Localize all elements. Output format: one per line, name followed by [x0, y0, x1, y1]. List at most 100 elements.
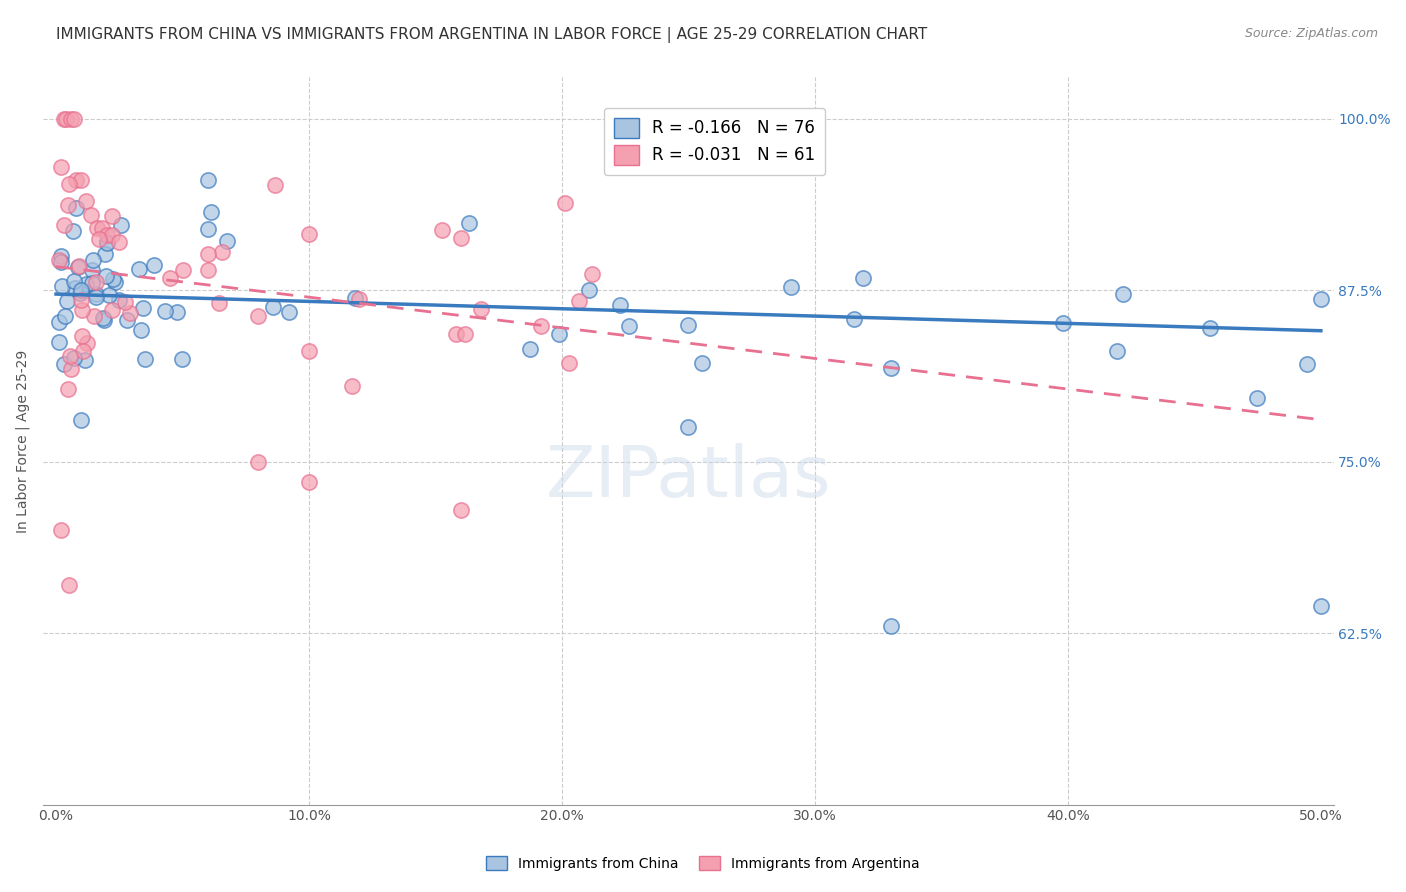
Point [65, 202, 87, 216]
Point [93, 312, 115, 326]
Point [70, 173, 93, 187]
Point [58, 578, 80, 592]
Point [69, 285, 91, 300]
Point [49, 255, 72, 269]
Point [519, 343, 541, 357]
Point [131, 301, 153, 315]
Point [153, 304, 176, 318]
Point [70, 283, 93, 297]
Point [56, 197, 79, 211]
Point [430, 223, 453, 237]
Point [84, 290, 107, 304]
Point [143, 258, 166, 272]
Point [82, 263, 104, 277]
Point [62, 224, 84, 238]
Point [49, 523, 72, 537]
Point [83, 309, 105, 323]
Point [277, 305, 299, 319]
Y-axis label: In Labor Force | Age 25-29: In Labor Force | Age 25-29 [15, 350, 30, 533]
Point [1246, 391, 1268, 405]
Point [200, 205, 222, 219]
Point [548, 326, 571, 341]
Point [1199, 321, 1222, 335]
Point [1309, 292, 1331, 306]
Point [49, 249, 72, 263]
Point [65, 281, 87, 295]
Point [48, 334, 70, 349]
Point [343, 291, 366, 305]
Point [298, 475, 321, 490]
Point [457, 217, 479, 231]
Point [52, 218, 75, 232]
Point [93, 247, 115, 261]
Point [82, 253, 104, 268]
Point [349, 293, 371, 307]
Point [48, 315, 70, 329]
Point [103, 275, 125, 289]
Point [529, 318, 551, 333]
Legend: R = -0.166   N = 76, R = -0.031   N = 61: R = -0.166 N = 76, R = -0.031 N = 61 [603, 108, 825, 175]
Point [91, 310, 114, 325]
Point [208, 295, 231, 310]
Point [70, 329, 93, 343]
Point [197, 173, 219, 187]
Point [53, 309, 76, 323]
Point [60, 362, 83, 376]
Point [844, 312, 866, 326]
Point [96, 228, 118, 243]
Point [51, 279, 73, 293]
Point [73, 352, 96, 367]
Point [554, 196, 576, 211]
Point [59, 349, 82, 363]
Point [211, 244, 233, 259]
Point [172, 352, 194, 367]
Point [86, 221, 108, 235]
Point [72, 344, 94, 359]
Point [76, 336, 98, 351]
Point [66, 260, 89, 274]
Point [264, 178, 287, 192]
Point [197, 247, 219, 261]
Point [166, 305, 188, 319]
Point [298, 227, 321, 242]
Point [84, 275, 107, 289]
Point [110, 218, 132, 232]
Point [55, 112, 77, 126]
Point [197, 221, 219, 235]
Point [1295, 357, 1317, 371]
Point [96, 235, 118, 250]
Point [69, 259, 91, 273]
Point [56, 382, 79, 396]
Text: IMMIGRANTS FROM CHINA VS IMMIGRANTS FROM ARGENTINA IN LABOR FORCE | AGE 25-29 CO: IMMIGRANTS FROM CHINA VS IMMIGRANTS FROM… [56, 27, 928, 43]
Point [134, 352, 156, 367]
Point [101, 303, 124, 318]
Point [128, 262, 150, 277]
Point [581, 268, 603, 282]
Point [52, 357, 75, 371]
Point [62, 274, 84, 288]
Text: ZIPatlas: ZIPatlas [546, 443, 831, 512]
Point [90, 221, 112, 235]
Point [454, 326, 477, 341]
Point [690, 356, 713, 370]
Point [678, 318, 700, 333]
Point [56, 293, 79, 308]
Point [101, 209, 124, 223]
Point [75, 194, 97, 208]
Point [780, 280, 803, 294]
Point [568, 294, 591, 309]
Point [114, 294, 136, 309]
Text: Source: ZipAtlas.com: Source: ZipAtlas.com [1244, 27, 1378, 40]
Point [115, 313, 138, 327]
Point [172, 262, 194, 277]
Point [65, 173, 87, 187]
Point [1052, 316, 1074, 330]
Point [48, 252, 70, 267]
Point [1309, 599, 1331, 613]
Point [75, 277, 97, 291]
Point [450, 231, 472, 245]
Point [129, 323, 152, 337]
Point [1112, 287, 1135, 301]
Point [609, 298, 631, 312]
Point [70, 302, 93, 317]
